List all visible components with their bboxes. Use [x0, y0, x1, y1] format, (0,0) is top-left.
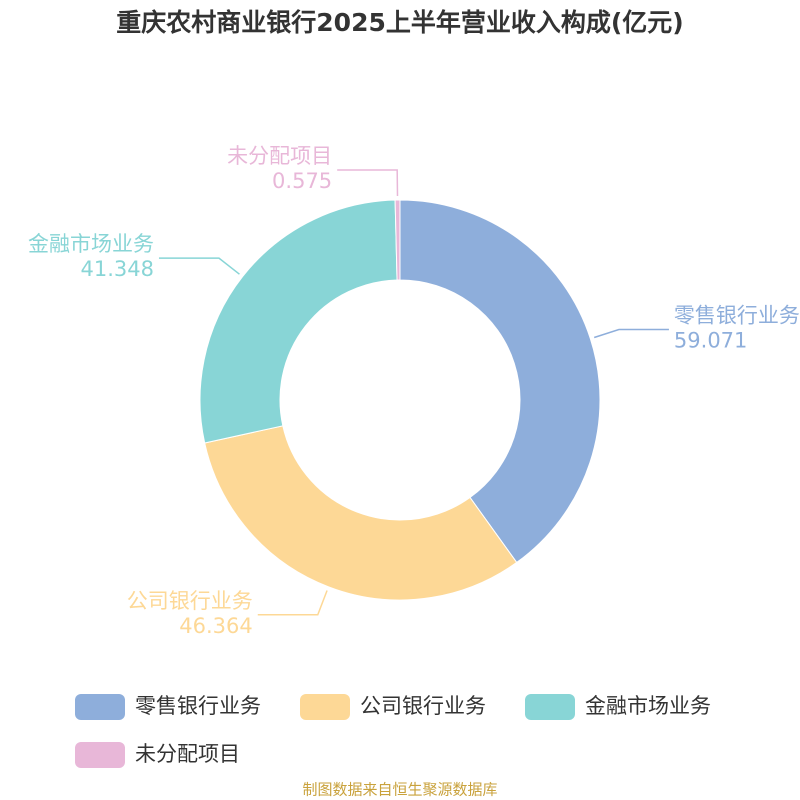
leader-line: [593, 328, 669, 339]
legend-label: 零售银行业务: [135, 694, 261, 718]
value-label: 0.575: [272, 169, 332, 193]
legend-swatch: [75, 742, 125, 768]
slice-label: 公司银行业务: [127, 589, 253, 613]
slice: [204, 425, 518, 601]
legend-label: 未分配项目: [135, 742, 240, 766]
leader-line: [158, 257, 240, 275]
leader-line: [257, 590, 328, 616]
slice-label: 零售银行业务: [674, 304, 800, 328]
legend-swatch: [525, 694, 575, 720]
slice: [199, 199, 398, 444]
value-label: 41.348: [80, 257, 153, 281]
chart-title: 重庆农村商业银行2025上半年营业收入构成(亿元): [116, 8, 683, 37]
source: 制图数据来自恒生聚源数据库: [302, 781, 497, 799]
slice-label: 未分配项目: [227, 144, 332, 168]
legend-swatch: [300, 694, 350, 720]
value-label: 59.071: [674, 329, 747, 353]
value-label: 46.364: [179, 614, 252, 638]
slice: [394, 199, 401, 281]
legend-swatch: [75, 694, 125, 720]
legend-label: 公司银行业务: [360, 694, 486, 718]
slice: [399, 199, 601, 564]
legend-label: 金融市场业务: [585, 694, 711, 718]
slice-label: 金融市场业务: [28, 232, 154, 256]
leader-line: [337, 169, 399, 197]
